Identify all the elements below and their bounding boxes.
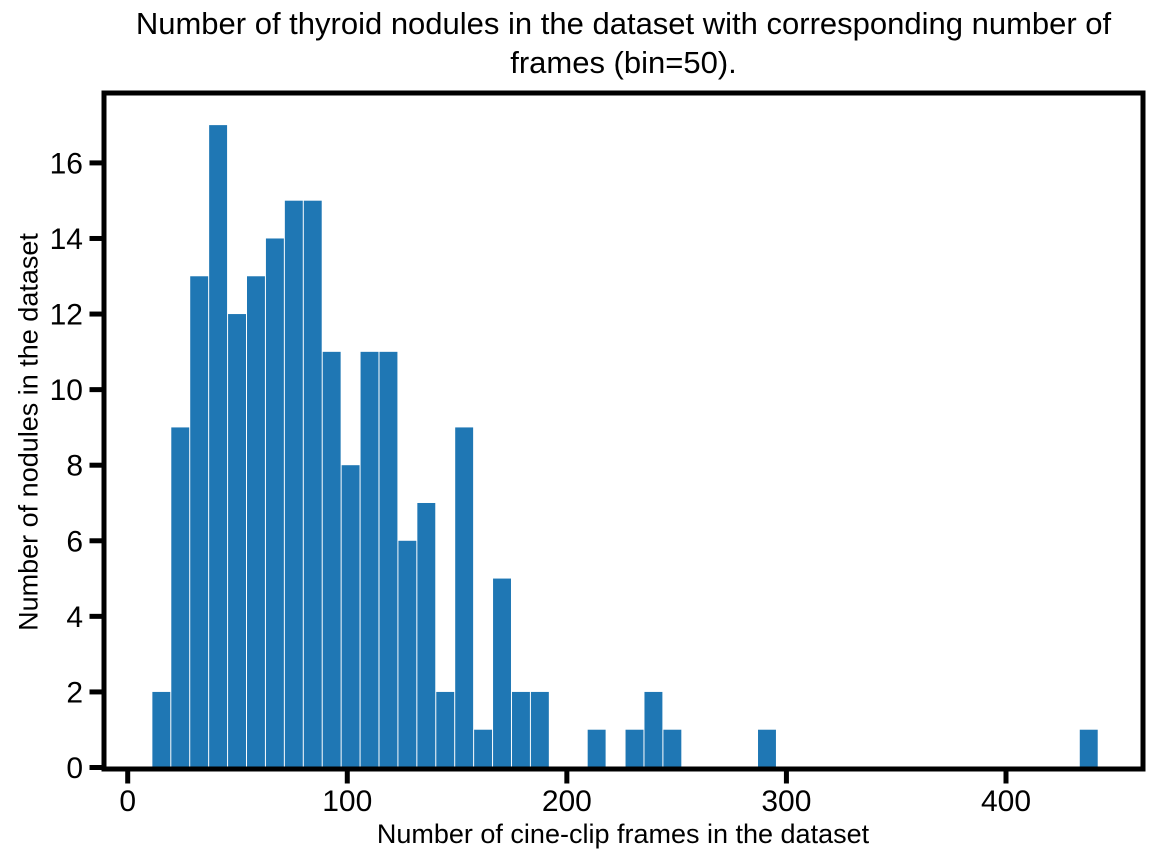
y-tick-label: 12	[50, 299, 83, 332]
histogram-bar	[379, 351, 398, 769]
histogram-bar	[303, 200, 322, 769]
y-tick-label: 6	[66, 525, 83, 558]
x-axis-label: Number of cine-clip frames in the datase…	[376, 819, 870, 849]
y-tick-label: 14	[50, 223, 83, 256]
histogram-bar	[190, 276, 209, 769]
chart-title: Number of thyroid nodules in the dataset…	[135, 6, 1112, 80]
y-tick-label: 16	[50, 147, 83, 180]
histogram-bar	[511, 691, 530, 769]
histogram-bar	[493, 578, 511, 769]
histogram-bar	[228, 314, 246, 769]
histogram-bar	[284, 200, 303, 769]
histogram-bar	[322, 351, 341, 769]
histogram-bar	[417, 502, 436, 769]
x-tick-label: 100	[322, 785, 372, 818]
y-tick-label: 0	[66, 752, 83, 785]
histogram-bar	[171, 427, 190, 769]
histogram-bar	[455, 427, 474, 769]
x-tick-label: 0	[119, 785, 136, 818]
histogram-bar	[587, 729, 606, 769]
histogram-bar	[530, 691, 549, 769]
histogram-bar	[644, 691, 663, 769]
histogram-bar	[265, 238, 284, 770]
y-tick-label: 2	[66, 676, 83, 709]
histogram-bar	[247, 276, 265, 769]
histogram-bar	[209, 125, 228, 770]
histogram-bar	[152, 691, 171, 769]
histogram-bar	[398, 540, 417, 769]
histogram-bar	[341, 465, 360, 769]
y-tick-label: 4	[66, 601, 83, 634]
x-tick-label: 400	[981, 785, 1031, 818]
histogram-bar	[625, 729, 644, 769]
histogram-bar	[474, 729, 493, 769]
x-tick-label: 300	[761, 785, 811, 818]
histogram-bar	[436, 691, 455, 769]
axes-border	[101, 90, 1146, 772]
histogram-bar	[360, 351, 379, 769]
y-tick-label: 8	[66, 450, 83, 483]
histogram-bar	[1079, 729, 1098, 769]
histogram-bar	[758, 729, 776, 769]
y-tick-label: 10	[50, 374, 83, 407]
x-tick-label: 200	[542, 785, 592, 818]
histogram-bar	[663, 729, 682, 769]
